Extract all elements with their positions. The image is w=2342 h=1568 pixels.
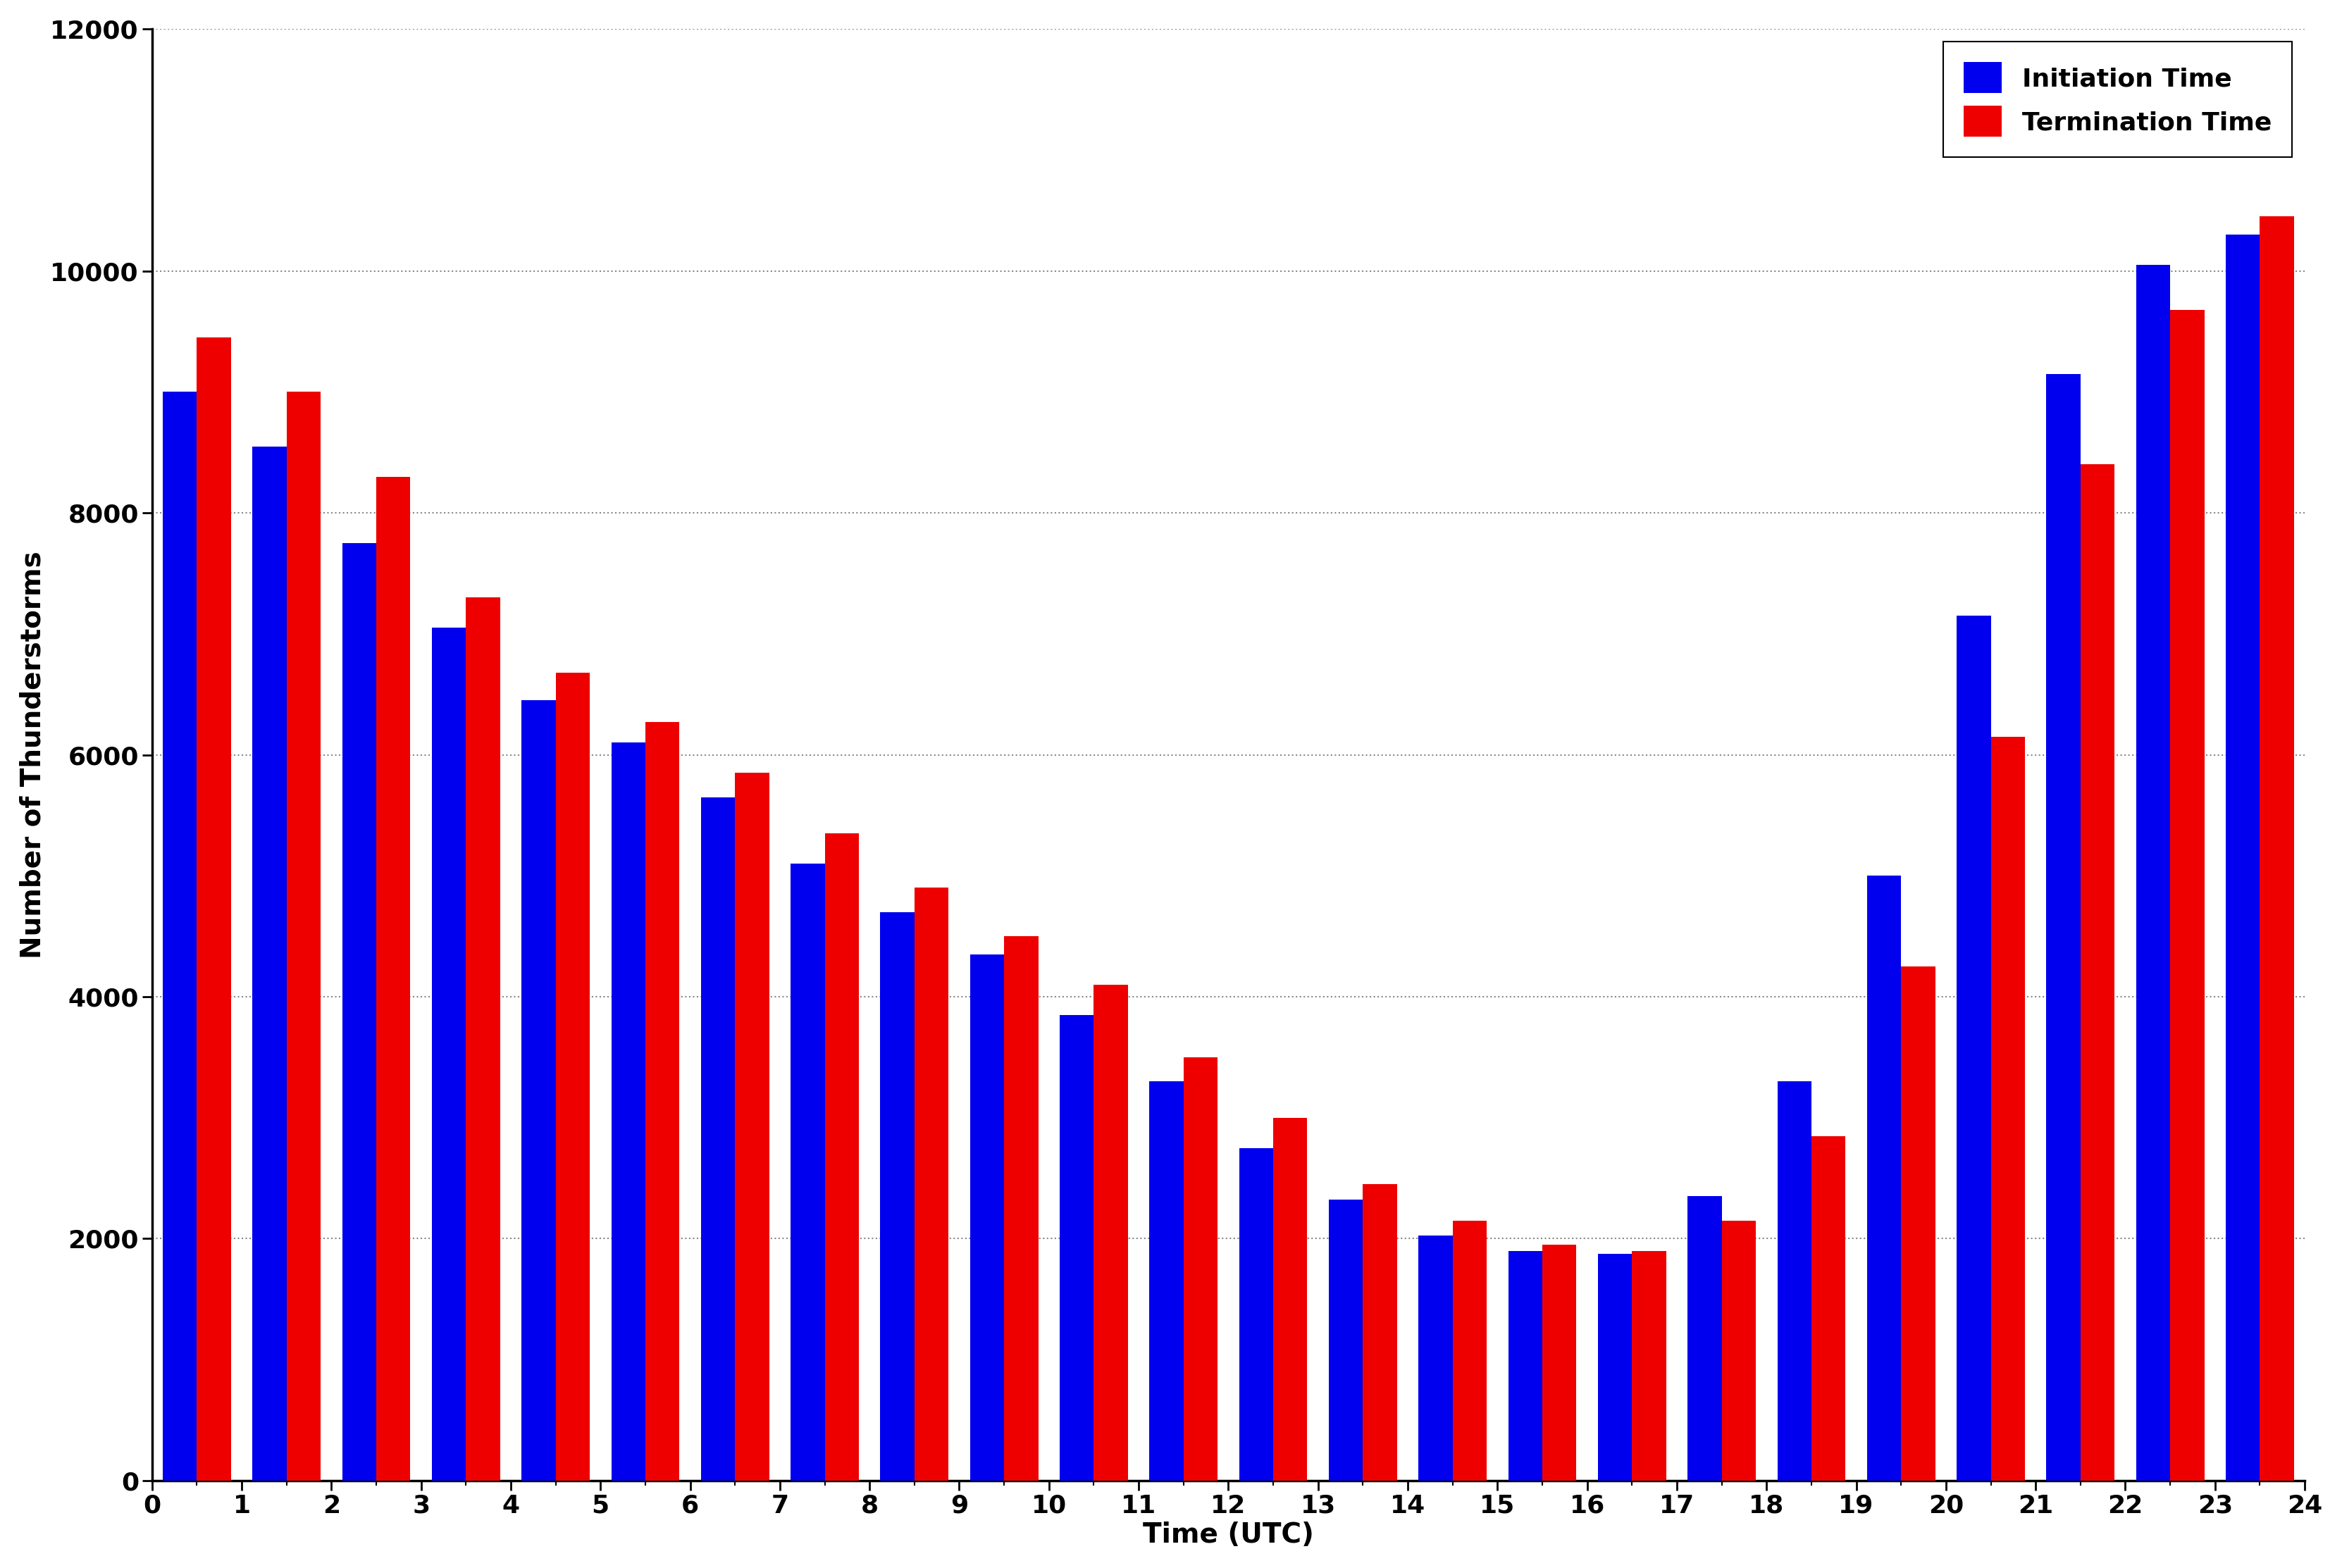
Y-axis label: Number of Thunderstorms: Number of Thunderstorms — [19, 550, 47, 958]
Bar — [824, 834, 860, 1480]
Bar — [1239, 1148, 1274, 1480]
Bar — [792, 864, 824, 1480]
Bar — [881, 913, 913, 1480]
Bar — [1328, 1200, 1363, 1480]
Bar — [466, 597, 499, 1480]
Bar — [1902, 966, 1934, 1480]
Bar — [431, 627, 466, 1480]
Bar — [1005, 936, 1038, 1480]
Bar — [1452, 1220, 1487, 1480]
Bar — [1150, 1082, 1183, 1480]
Bar — [1810, 1135, 1845, 1480]
Bar — [1419, 1236, 1452, 1480]
Bar — [1059, 1014, 1094, 1480]
Bar — [1363, 1184, 1396, 1480]
Bar — [1274, 1118, 1307, 1480]
Bar — [1778, 1082, 1810, 1480]
Bar — [2171, 310, 2204, 1480]
Bar — [286, 392, 321, 1480]
Bar — [735, 773, 768, 1480]
Bar — [555, 673, 590, 1480]
Bar — [2225, 235, 2260, 1480]
Bar — [1867, 877, 1902, 1480]
Bar — [377, 477, 410, 1480]
Bar — [1094, 985, 1129, 1480]
X-axis label: Time (UTC): Time (UTC) — [1143, 1521, 1314, 1549]
Bar — [342, 543, 377, 1480]
Bar — [1689, 1196, 1721, 1480]
Bar — [2047, 373, 2080, 1480]
Bar — [646, 723, 679, 1480]
Bar — [162, 392, 197, 1480]
Bar — [700, 797, 735, 1480]
Bar — [1543, 1245, 1576, 1480]
Bar — [2136, 265, 2171, 1480]
Bar — [1508, 1251, 1543, 1480]
Bar — [2080, 464, 2115, 1480]
Bar — [1632, 1251, 1665, 1480]
Bar — [1183, 1057, 1218, 1480]
Legend: Initiation Time, Termination Time: Initiation Time, Termination Time — [1944, 42, 2293, 157]
Bar — [913, 887, 949, 1480]
Bar — [197, 337, 232, 1480]
Bar — [253, 447, 286, 1480]
Bar — [1721, 1220, 1756, 1480]
Bar — [970, 955, 1005, 1480]
Bar — [611, 743, 646, 1480]
Bar — [1956, 616, 1991, 1480]
Bar — [522, 701, 555, 1480]
Bar — [1597, 1254, 1632, 1480]
Bar — [2260, 216, 2293, 1480]
Bar — [1991, 737, 2026, 1480]
